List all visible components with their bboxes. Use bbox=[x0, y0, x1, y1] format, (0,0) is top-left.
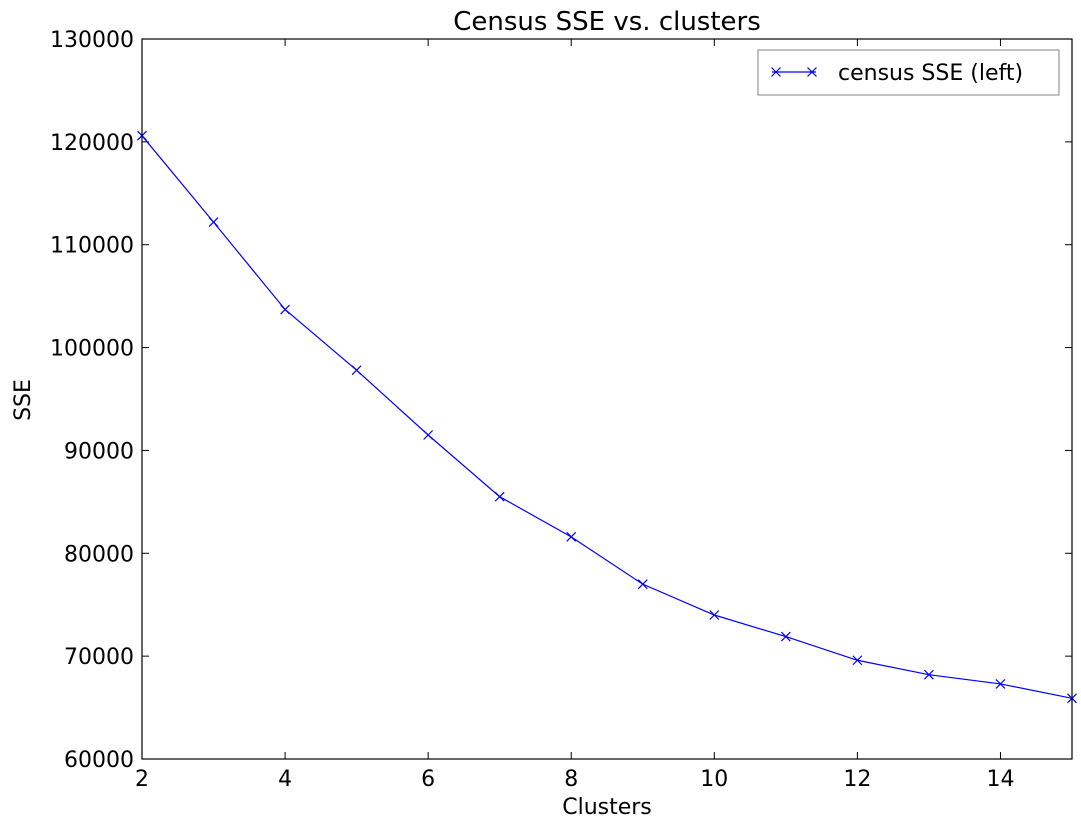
x-tick-label: 2 bbox=[135, 767, 149, 792]
data-point-marker bbox=[637, 579, 648, 590]
marker-stroke bbox=[494, 491, 505, 502]
marker-stroke bbox=[709, 610, 720, 620]
chart-title: Census SSE vs. clusters bbox=[453, 7, 761, 37]
series-layer bbox=[137, 130, 1077, 704]
legend-marker-x bbox=[807, 67, 817, 77]
data-point-marker bbox=[351, 365, 362, 376]
data-point-marker bbox=[566, 531, 577, 542]
y-tick-label: 60000 bbox=[64, 748, 134, 773]
data-point-marker bbox=[709, 610, 720, 620]
data-point-marker bbox=[995, 678, 1006, 689]
y-tick-label: 130000 bbox=[50, 28, 134, 53]
marker-stroke bbox=[995, 678, 1006, 689]
marker-stroke bbox=[351, 365, 362, 376]
y-tick-label: 120000 bbox=[50, 131, 134, 156]
y-tick-label: 70000 bbox=[64, 645, 134, 670]
data-point-marker bbox=[923, 669, 934, 680]
marker-stroke bbox=[780, 631, 791, 642]
y-tick-label: 100000 bbox=[50, 337, 134, 362]
marker-stroke bbox=[852, 655, 863, 666]
marker-stroke bbox=[771, 67, 781, 77]
marker-stroke bbox=[923, 669, 934, 680]
data-point-marker bbox=[852, 655, 863, 666]
x-tick-label: 8 bbox=[564, 767, 578, 792]
marker-stroke bbox=[423, 430, 434, 440]
legend-marker-sample bbox=[771, 67, 817, 77]
data-point-marker bbox=[780, 631, 791, 642]
x-tick-label: 10 bbox=[700, 767, 728, 792]
x-tick-label: 6 bbox=[421, 767, 435, 792]
x-axis-label: Clusters bbox=[562, 795, 652, 820]
marker-stroke bbox=[566, 531, 577, 542]
data-point-marker bbox=[494, 491, 505, 502]
marker-stroke bbox=[807, 67, 817, 77]
legend-label: census SSE (left) bbox=[838, 61, 1023, 86]
x-tick-label: 14 bbox=[986, 767, 1014, 792]
data-point-marker bbox=[280, 304, 291, 315]
marker-stroke bbox=[637, 579, 648, 590]
plot-frame bbox=[141, 38, 1073, 760]
marker-stroke bbox=[208, 217, 219, 228]
y-axis-label: SSE bbox=[11, 379, 36, 421]
data-point-marker bbox=[208, 217, 219, 228]
legend-marker-x bbox=[771, 67, 781, 77]
marker-stroke bbox=[280, 304, 291, 315]
y-tick-label: 80000 bbox=[64, 542, 134, 567]
x-tick-label: 12 bbox=[843, 767, 871, 792]
y-tick-label: 90000 bbox=[64, 439, 134, 464]
ticks-layer: 2 4 6 8 10 12 14 60000 70000 80000 90000 100000 1100… bbox=[50, 28, 1072, 792]
legend: census SSE (left) bbox=[757, 49, 1060, 96]
data-point-marker bbox=[423, 430, 434, 440]
x-tick-label: 4 bbox=[278, 767, 292, 792]
y-tick-label: 110000 bbox=[50, 234, 134, 259]
series-line bbox=[141, 135, 1073, 699]
